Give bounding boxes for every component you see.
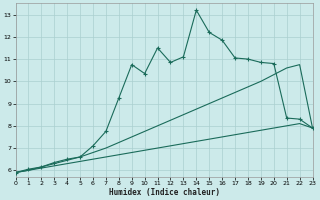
X-axis label: Humidex (Indice chaleur): Humidex (Indice chaleur) [108,188,220,197]
